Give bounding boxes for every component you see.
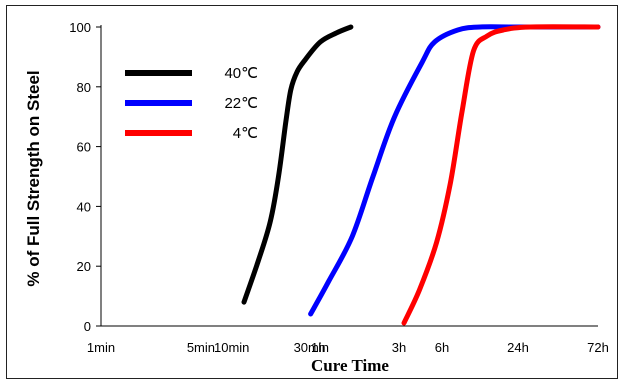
- x-tick-label: 10min: [214, 340, 249, 355]
- y-tick-label: 0: [84, 319, 91, 334]
- x-tick-label: 30min: [294, 340, 329, 355]
- y-tick-label: 40: [77, 199, 91, 214]
- y-tick-label: 60: [77, 140, 91, 155]
- legend-entry-4c-label: 4℃: [233, 125, 258, 142]
- series-line-40c: [241, 24, 354, 305]
- series-line-22c: [308, 24, 601, 317]
- y-tick-label: 20: [77, 259, 91, 274]
- y-tick-label: 100: [69, 20, 91, 35]
- x-tick-label: 5min: [187, 340, 215, 355]
- x-tick-label: 3h: [392, 340, 406, 355]
- chart-frame: [6, 5, 618, 379]
- x-tick-label: 6h: [435, 340, 449, 355]
- legend-entry-40c-label: 40℃: [224, 65, 258, 82]
- x-tick-label: 24h: [507, 340, 529, 355]
- y-tick-label: 80: [77, 80, 91, 95]
- x-axis-title: Cure Time: [311, 356, 389, 375]
- x-tick-label: 1min: [87, 340, 115, 355]
- series-line-4c: [401, 24, 601, 326]
- y-axis-title: % of Full Strength on Steel: [24, 70, 43, 286]
- x-tick-label: 1h: [311, 340, 325, 355]
- legend-entry-22c-label: 22℃: [224, 95, 258, 112]
- x-tick-label: 72h: [587, 340, 609, 355]
